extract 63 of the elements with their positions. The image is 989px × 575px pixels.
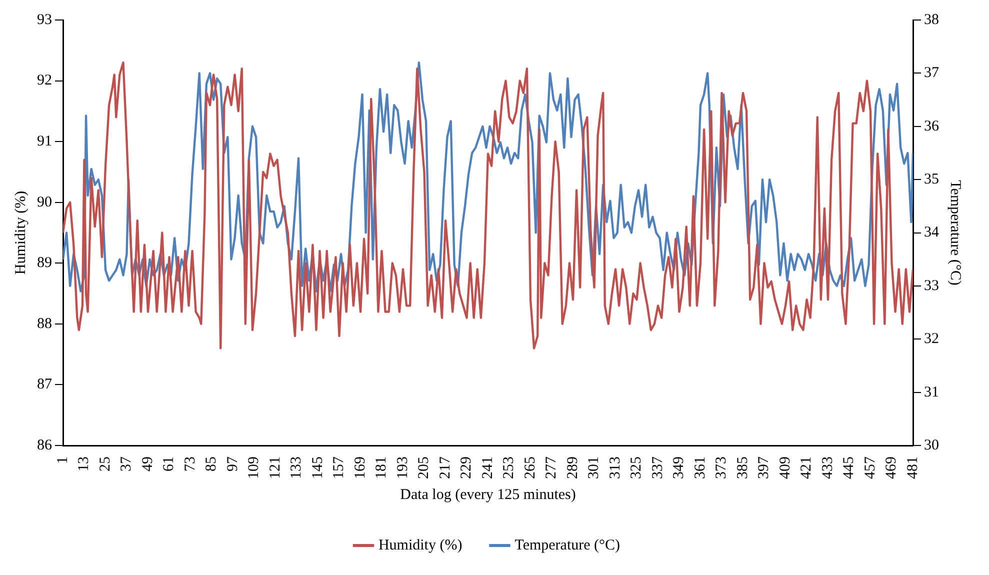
x-tick-label: 277 [544,456,560,479]
x-tick-label: 109 [246,456,262,479]
y2-tick-label: 33 [924,278,939,294]
x-tick-label: 25 [97,456,114,472]
x-tick-label: 253 [501,456,518,479]
x-tick-label: 61 [161,456,178,472]
x-tick-label: 421 [798,456,815,479]
x-tick-label: 217 [437,456,454,479]
x-tick-label: 181 [374,456,390,479]
x-tick-label: 157 [331,456,348,479]
y2-tick-label: 30 [924,437,939,454]
x-tick-label: 121 [267,456,284,479]
x-tick-label: 241 [480,456,496,479]
x-tick-label: 49 [140,456,156,472]
x-tick-label: 1 [54,456,71,464]
x-tick-label: 433 [820,456,836,479]
x-tick-label: 229 [458,456,475,479]
x-tick-label: 133 [288,456,305,479]
x-tick-label: 73 [182,456,198,472]
x-tick-label: 469 [884,456,900,479]
y-tick-label: 86 [37,437,52,454]
y-tick-label: 92 [37,72,52,89]
x-tick-label: 481 [904,456,921,479]
x-tick-label: 349 [671,456,688,479]
legend-label: Humidity (%) [378,537,462,554]
y-axis-title: Humidity (%) [12,190,29,275]
x-tick-label: 325 [628,456,645,479]
x-tick-label: 373 [714,456,730,479]
y2-axis-title: Temperature (°C) [947,180,964,286]
y-tick-label: 89 [37,255,52,272]
legend-label: Temperature (°C) [514,537,620,554]
x-tick-label: 265 [522,456,538,479]
x-tick-label: 445 [841,456,858,479]
y2-tick-label: 31 [924,384,939,400]
y2-tick-label: 37 [924,65,940,82]
y2-tick-label: 35 [924,172,939,188]
x-tick-label: 37 [118,456,135,472]
x-tick-label: 385 [734,456,751,479]
x-tick-label: 361 [692,456,708,479]
y-tick-label: 90 [37,194,52,210]
x-tick-label: 205 [416,456,432,479]
y2-tick-label: 34 [924,224,940,241]
y-tick-label: 91 [37,134,52,150]
y-tick-label: 93 [37,12,52,28]
y-tick-label: 87 [37,376,52,393]
x-tick-label: 13 [76,456,92,472]
y2-tick-label: 32 [924,331,939,348]
x-tick-label: 169 [352,456,368,479]
x-tick-label: 397 [756,456,772,479]
x-axis-title: Data log (every 125 minutes) [400,486,576,503]
x-tick-label: 457 [862,456,878,479]
x-tick-label: 145 [310,456,326,479]
x-tick-label: 301 [586,456,602,479]
y-tick-label: 88 [37,316,52,332]
y2-tick-label: 36 [924,118,940,134]
x-tick-label: 193 [394,456,411,479]
x-tick-label: 337 [650,456,666,479]
x-tick-label: 289 [564,456,581,479]
x-tick-label: 313 [607,456,624,479]
x-tick-label: 409 [777,456,794,479]
x-tick-label: 85 [204,456,220,472]
x-tick-label: 97 [224,456,241,472]
y2-tick-label: 38 [924,12,939,28]
